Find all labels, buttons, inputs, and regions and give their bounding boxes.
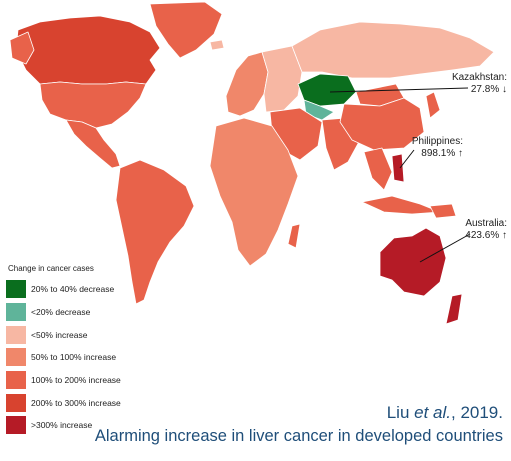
legend-label: 200% to 300% increase	[31, 397, 121, 408]
legend-swatch	[6, 325, 26, 344]
region-western-europe	[225, 51, 269, 117]
region-southeast-asia	[363, 147, 393, 191]
legend-swatch	[6, 303, 26, 322]
region-philippines	[391, 153, 405, 183]
callout-philippines-country: Philippines:	[411, 136, 463, 147]
legend-item: 50% to 100% increase	[6, 346, 166, 369]
region-south-america	[115, 159, 195, 305]
region-russia	[291, 21, 495, 79]
region-madagascar	[287, 223, 301, 249]
legend-swatch	[6, 280, 26, 299]
legend-label: 50% to 100% increase	[31, 352, 117, 363]
legend-swatch	[6, 348, 26, 367]
legend-item: <50% increase	[6, 323, 166, 346]
region-indonesia	[361, 195, 441, 215]
callout-australia: Australia: 423.6% ↑	[465, 218, 507, 242]
region-japan	[425, 91, 441, 119]
legend-item: 20% to 40% decrease	[6, 278, 166, 301]
legend-swatch	[6, 371, 26, 390]
region-australia	[379, 227, 447, 297]
legend-label: <20% decrease	[31, 307, 91, 318]
legend-title: Change in cancer cases	[8, 264, 94, 273]
region-png	[429, 203, 457, 219]
legend-label: >300% increase	[31, 420, 93, 431]
callout-australia-value: 423.6% ↑	[465, 230, 507, 241]
callout-kazakhstan-country: Kazakhstan:	[451, 72, 507, 83]
region-africa	[209, 117, 299, 267]
callout-kazakhstan-value: 27.8% ↓	[470, 84, 507, 95]
legend-label: 20% to 40% decrease	[31, 284, 115, 295]
callout-kazakhstan: Kazakhstan: 27.8% ↓	[452, 72, 507, 96]
legend-item: <20% decrease	[6, 301, 166, 324]
legend: Change in cancer cases 20% to 40% decrea…	[6, 264, 166, 437]
region-mexico	[65, 119, 121, 169]
legend-label: 100% to 200% increase	[31, 375, 121, 386]
callout-philippines-value: 898.1% ↑	[421, 148, 463, 159]
region-greenland	[149, 1, 223, 59]
legend-item: 100% to 200% increase	[6, 369, 166, 392]
citation-year: , 2019.	[451, 403, 503, 422]
callout-philippines: Philippines: 898.1% ↑	[412, 136, 463, 160]
callout-australia-country: Australia:	[465, 218, 507, 229]
legend-swatch	[6, 416, 26, 435]
region-iceland	[209, 39, 225, 51]
legend-label: <50% increase	[31, 329, 88, 340]
subtitle: Alarming increase in liver cancer in dev…	[94, 427, 503, 445]
citation-author: Liu	[386, 403, 415, 422]
region-china	[339, 97, 425, 151]
legend-item: 200% to 300% increase	[6, 391, 166, 414]
citation-etal: et al.	[414, 403, 451, 422]
legend-swatch	[6, 393, 26, 412]
region-alaska	[9, 31, 35, 65]
citation: Liu et al., 2019.	[387, 403, 503, 423]
callout-line-kazakhstan	[329, 87, 469, 93]
region-new-zealand	[445, 293, 463, 325]
callout-line-philippines	[399, 149, 415, 169]
callout-line-australia	[419, 233, 471, 263]
region-canada	[15, 15, 161, 85]
legend-item: >300% increase	[6, 414, 166, 437]
region-usa	[39, 81, 147, 129]
